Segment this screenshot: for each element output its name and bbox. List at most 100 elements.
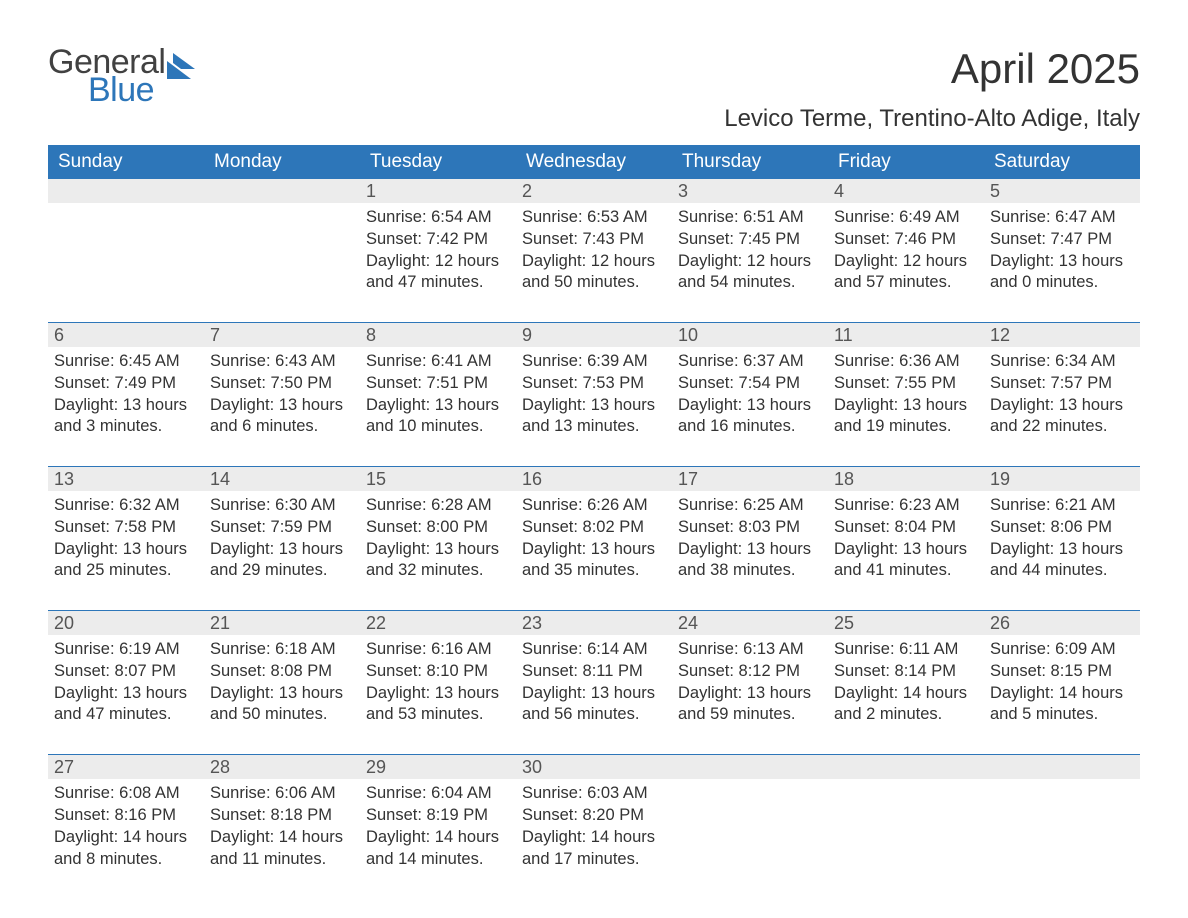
sunrise-line: Sunrise: 6:13 AM [678, 639, 822, 661]
day-number: 18 [828, 467, 984, 491]
calendar-day-cell [204, 179, 360, 298]
calendar-day-cell: 26Sunrise: 6:09 AMSunset: 8:15 PMDayligh… [984, 611, 1140, 730]
day-number: 7 [204, 323, 360, 347]
sunrise-line: Sunrise: 6:19 AM [54, 639, 198, 661]
calendar-day-cell: 11Sunrise: 6:36 AMSunset: 7:55 PMDayligh… [828, 323, 984, 442]
day-details: Sunrise: 6:03 AMSunset: 8:20 PMDaylight:… [516, 779, 672, 874]
daylight-line: Daylight: 13 hours and 19 minutes. [834, 395, 978, 439]
sunset-line: Sunset: 8:08 PM [210, 661, 354, 683]
day-number: 17 [672, 467, 828, 491]
sunrise-line: Sunrise: 6:43 AM [210, 351, 354, 373]
day-number: 22 [360, 611, 516, 635]
sunrise-line: Sunrise: 6:53 AM [522, 207, 666, 229]
day-number: 1 [360, 179, 516, 203]
sunrise-line: Sunrise: 6:36 AM [834, 351, 978, 373]
day-number: 10 [672, 323, 828, 347]
daylight-line: Daylight: 14 hours and 8 minutes. [54, 827, 198, 871]
logo-mark-icon [167, 53, 201, 79]
calendar-week: 1Sunrise: 6:54 AMSunset: 7:42 PMDaylight… [48, 179, 1140, 298]
day-number: 23 [516, 611, 672, 635]
day-details: Sunrise: 6:18 AMSunset: 8:08 PMDaylight:… [204, 635, 360, 730]
day-number: 11 [828, 323, 984, 347]
day-details: Sunrise: 6:39 AMSunset: 7:53 PMDaylight:… [516, 347, 672, 442]
sunrise-line: Sunrise: 6:37 AM [678, 351, 822, 373]
day-number: 2 [516, 179, 672, 203]
sunrise-line: Sunrise: 6:14 AM [522, 639, 666, 661]
sunset-line: Sunset: 8:14 PM [834, 661, 978, 683]
day-details: Sunrise: 6:49 AMSunset: 7:46 PMDaylight:… [828, 203, 984, 298]
day-details [204, 203, 360, 211]
daylight-line: Daylight: 13 hours and 50 minutes. [210, 683, 354, 727]
day-number: 13 [48, 467, 204, 491]
day-details: Sunrise: 6:06 AMSunset: 8:18 PMDaylight:… [204, 779, 360, 874]
day-details: Sunrise: 6:34 AMSunset: 7:57 PMDaylight:… [984, 347, 1140, 442]
day-number: 28 [204, 755, 360, 779]
day-number: 19 [984, 467, 1140, 491]
day-number [984, 755, 1140, 779]
month-title: April 2025 [724, 45, 1140, 93]
daylight-line: Daylight: 14 hours and 14 minutes. [366, 827, 510, 871]
day-number: 4 [828, 179, 984, 203]
logo-word-2: Blue [88, 73, 165, 107]
day-number: 27 [48, 755, 204, 779]
daylight-line: Daylight: 13 hours and 35 minutes. [522, 539, 666, 583]
daylight-line: Daylight: 13 hours and 22 minutes. [990, 395, 1134, 439]
dayname-wednesday: Wednesday [516, 145, 672, 179]
sunset-line: Sunset: 7:53 PM [522, 373, 666, 395]
logo: General Blue [48, 45, 201, 107]
calendar-day-cell [828, 755, 984, 874]
sunrise-line: Sunrise: 6:11 AM [834, 639, 978, 661]
daylight-line: Daylight: 13 hours and 29 minutes. [210, 539, 354, 583]
location-subtitle: Levico Terme, Trentino-Alto Adige, Italy [724, 105, 1140, 133]
day-number [828, 755, 984, 779]
day-number [204, 179, 360, 203]
calendar-day-cell: 21Sunrise: 6:18 AMSunset: 8:08 PMDayligh… [204, 611, 360, 730]
day-details: Sunrise: 6:16 AMSunset: 8:10 PMDaylight:… [360, 635, 516, 730]
daylight-line: Daylight: 13 hours and 32 minutes. [366, 539, 510, 583]
daylight-line: Daylight: 13 hours and 38 minutes. [678, 539, 822, 583]
daylight-line: Daylight: 12 hours and 57 minutes. [834, 251, 978, 295]
sunset-line: Sunset: 7:59 PM [210, 517, 354, 539]
sunrise-line: Sunrise: 6:09 AM [990, 639, 1134, 661]
sunrise-line: Sunrise: 6:04 AM [366, 783, 510, 805]
sunrise-line: Sunrise: 6:21 AM [990, 495, 1134, 517]
calendar-week: 6Sunrise: 6:45 AMSunset: 7:49 PMDaylight… [48, 322, 1140, 442]
day-number: 15 [360, 467, 516, 491]
sunset-line: Sunset: 7:43 PM [522, 229, 666, 251]
day-number [672, 755, 828, 779]
daylight-line: Daylight: 13 hours and 59 minutes. [678, 683, 822, 727]
daylight-line: Daylight: 14 hours and 2 minutes. [834, 683, 978, 727]
sunset-line: Sunset: 7:54 PM [678, 373, 822, 395]
calendar-header-row: SundayMondayTuesdayWednesdayThursdayFrid… [48, 145, 1140, 179]
sunrise-line: Sunrise: 6:41 AM [366, 351, 510, 373]
day-details [672, 779, 828, 787]
calendar-day-cell: 19Sunrise: 6:21 AMSunset: 8:06 PMDayligh… [984, 467, 1140, 586]
calendar-day-cell: 23Sunrise: 6:14 AMSunset: 8:11 PMDayligh… [516, 611, 672, 730]
sunset-line: Sunset: 7:42 PM [366, 229, 510, 251]
daylight-line: Daylight: 13 hours and 25 minutes. [54, 539, 198, 583]
sunset-line: Sunset: 8:20 PM [522, 805, 666, 827]
calendar-day-cell: 2Sunrise: 6:53 AMSunset: 7:43 PMDaylight… [516, 179, 672, 298]
day-details: Sunrise: 6:23 AMSunset: 8:04 PMDaylight:… [828, 491, 984, 586]
day-number: 5 [984, 179, 1140, 203]
calendar-day-cell: 13Sunrise: 6:32 AMSunset: 7:58 PMDayligh… [48, 467, 204, 586]
day-details: Sunrise: 6:21 AMSunset: 8:06 PMDaylight:… [984, 491, 1140, 586]
day-number: 21 [204, 611, 360, 635]
daylight-line: Daylight: 13 hours and 47 minutes. [54, 683, 198, 727]
dayname-monday: Monday [204, 145, 360, 179]
sunset-line: Sunset: 7:49 PM [54, 373, 198, 395]
calendar-day-cell [984, 755, 1140, 874]
sunset-line: Sunset: 7:57 PM [990, 373, 1134, 395]
day-details: Sunrise: 6:43 AMSunset: 7:50 PMDaylight:… [204, 347, 360, 442]
calendar-day-cell: 1Sunrise: 6:54 AMSunset: 7:42 PMDaylight… [360, 179, 516, 298]
sunrise-line: Sunrise: 6:26 AM [522, 495, 666, 517]
daylight-line: Daylight: 13 hours and 44 minutes. [990, 539, 1134, 583]
dayname-thursday: Thursday [672, 145, 828, 179]
sunset-line: Sunset: 8:18 PM [210, 805, 354, 827]
calendar-day-cell: 4Sunrise: 6:49 AMSunset: 7:46 PMDaylight… [828, 179, 984, 298]
sunset-line: Sunset: 8:15 PM [990, 661, 1134, 683]
sunset-line: Sunset: 7:46 PM [834, 229, 978, 251]
calendar-day-cell [672, 755, 828, 874]
calendar-week: 20Sunrise: 6:19 AMSunset: 8:07 PMDayligh… [48, 610, 1140, 730]
day-number: 25 [828, 611, 984, 635]
